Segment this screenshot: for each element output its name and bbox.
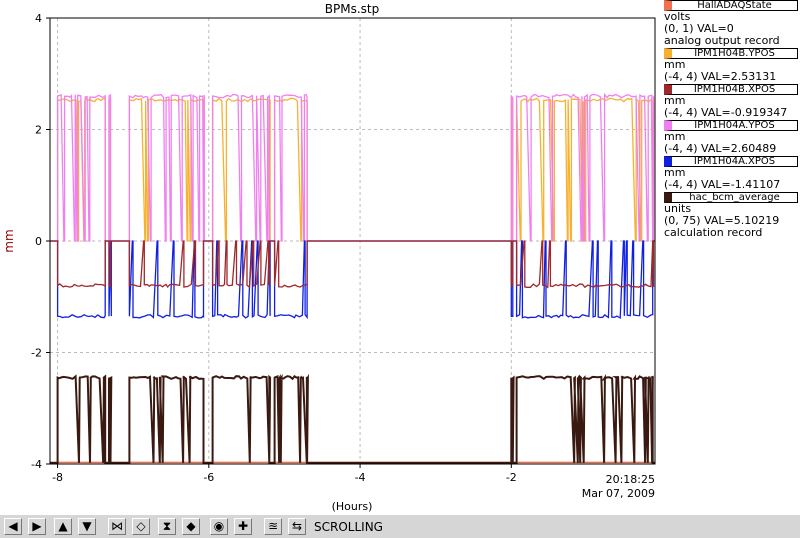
scroll-icon[interactable]: ⇆	[288, 518, 306, 535]
zoom-in-x-icon[interactable]: ⋈	[108, 518, 126, 535]
legend-value: (-4, 4) VAL=-0.919347	[664, 106, 788, 119]
series-line	[50, 240, 655, 320]
legend-entry: hac_bcm_average units (0, 75) VAL=5.10219 c…	[664, 192, 800, 239]
legend-series-name[interactable]: IPM1H04A.YPOS	[664, 120, 798, 131]
legend-series-name[interactable]: HallADAQState	[664, 0, 798, 11]
chart: -8 -6 -4 -2 4 2 0 -2 -4 BPMs.stp mm (Hours) 20:1…	[2, 2, 656, 513]
legend-entry: IPM1H04A.YPOS mm (-4, 4) VAL=2.60489	[664, 120, 800, 155]
timestamp-date: Mar 07, 2009	[582, 487, 655, 500]
legend-series-name[interactable]: IPM1H04B.XPOS	[664, 84, 798, 95]
legend-series-name[interactable]: IPM1H04A.XPOS	[664, 156, 798, 167]
zoom-in-y-icon[interactable]: ⧗	[158, 518, 176, 535]
x-tick-label: -8	[52, 471, 63, 484]
y-tick-label: 4	[35, 12, 42, 25]
x-tick-label: -6	[203, 471, 214, 484]
toolbar: ◀ ▶ ▲ ▼ ⋈ ◇ ⧗ ◆ ◉ ✚ ≊ ⇆ SCROLLING	[0, 514, 800, 538]
center-icon[interactable]: ◉	[210, 518, 228, 535]
mode-label: SCROLLING	[314, 520, 383, 534]
arrow-right-icon[interactable]: ▶	[28, 518, 46, 535]
series-line	[50, 240, 655, 289]
series-line	[50, 373, 655, 464]
arrow-left-icon[interactable]: ◀	[4, 518, 22, 535]
legend-series-name[interactable]: IPM1H04B.YPOS	[664, 48, 798, 59]
y-tick-label: 0	[35, 235, 42, 248]
legend-value: (0, 75) VAL=5.10219	[664, 214, 780, 227]
y-tick-label: -2	[31, 347, 42, 360]
legend-units: mm	[664, 130, 686, 143]
legend-units: mm	[664, 58, 686, 71]
y-axis-label: mm	[2, 229, 16, 252]
arrow-up-icon[interactable]: ▲	[54, 518, 72, 535]
legend-value: (-4, 4) VAL=2.53131	[664, 70, 777, 83]
arrow-down-icon[interactable]: ▼	[78, 518, 96, 535]
legend-value: (-4, 4) VAL=-1.41107	[664, 178, 781, 191]
x-tick-label: -4	[355, 471, 366, 484]
series-line	[50, 92, 655, 242]
add-icon[interactable]: ✚	[234, 518, 252, 535]
series-layer	[50, 92, 655, 464]
legend-value: (0, 1) VAL=0	[664, 22, 734, 35]
legend-record: analog output record	[664, 34, 780, 47]
legend-entry: HallADAQState volts (0, 1) VAL=0 analog out…	[664, 0, 800, 47]
zoom-out-x-icon[interactable]: ◇	[132, 518, 150, 535]
legend-entry: IPM1H04B.XPOS mm (-4, 4) VAL=-0.919347	[664, 84, 800, 119]
legend-entry: IPM1H04A.XPOS mm (-4, 4) VAL=-1.41107	[664, 156, 800, 191]
legend-record: calculation record	[664, 226, 763, 239]
legend-value: (-4, 4) VAL=2.60489	[664, 142, 777, 155]
timestamp-time: 20:18:25	[606, 473, 655, 486]
y-tick-label: 2	[35, 124, 42, 137]
legend-units: units	[664, 202, 692, 215]
legend-units: volts	[664, 10, 691, 23]
chart-title: BPMs.stp	[325, 2, 379, 16]
legend-units: mm	[664, 94, 686, 107]
series-line	[50, 97, 655, 242]
legend: HallADAQState volts (0, 1) VAL=0 analog out…	[658, 0, 800, 240]
x-tick-label: -2	[506, 471, 517, 484]
ticks: -8 -6 -4 -2 4 2 0 -2 -4	[31, 12, 517, 484]
zoom-out-y-icon[interactable]: ◆	[182, 518, 200, 535]
legend-units: mm	[664, 166, 686, 179]
autoscale-icon[interactable]: ≊	[264, 518, 282, 535]
legend-series-name[interactable]: hac_bcm_average	[664, 192, 798, 203]
x-axis-label: (Hours)	[332, 500, 373, 513]
y-tick-label: -4	[31, 458, 42, 471]
legend-entry: IPM1H04B.YPOS mm (-4, 4) VAL=2.53131	[664, 48, 800, 83]
